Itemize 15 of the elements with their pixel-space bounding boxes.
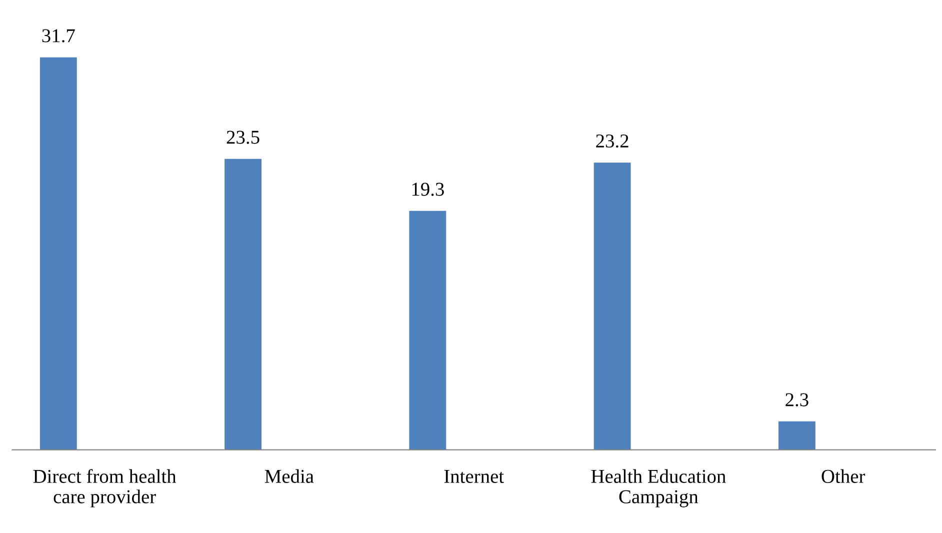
bar: [409, 210, 446, 450]
data-label: 23.2: [596, 134, 628, 148]
x-tick-label: Internet: [444, 470, 504, 483]
x-tick-label: Direct from health care provider: [33, 469, 176, 508]
x-tick-label: Health Education Campaign: [591, 469, 726, 508]
data-label: 2.3: [786, 393, 808, 406]
data-label: 31.7: [42, 29, 75, 42]
bar: [778, 421, 816, 450]
bar: [594, 162, 631, 450]
x-tick-label: Media: [264, 469, 314, 483]
x-tick-label: Other: [822, 469, 866, 483]
bar: [40, 57, 77, 450]
bar: [224, 158, 262, 450]
data-label: 19.3: [412, 182, 444, 196]
data-label: 23.5: [226, 130, 260, 144]
